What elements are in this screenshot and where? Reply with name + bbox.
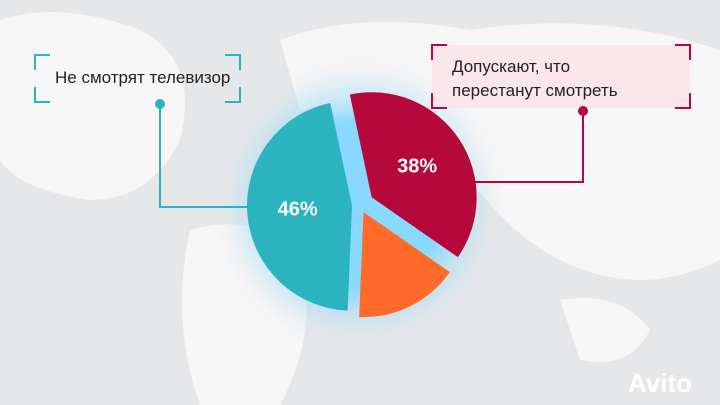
callout-right: Допускают, что перестанут смотреть — [452, 57, 618, 100]
pie-slice — [349, 92, 477, 258]
value-label: 46% — [278, 199, 318, 221]
right-leader — [468, 111, 584, 183]
watermark: Avito — [628, 368, 692, 398]
dot — [578, 106, 588, 116]
left-leader — [159, 104, 253, 208]
pie-slice — [247, 102, 353, 311]
callout-left: Не смотрят телевизор — [55, 68, 231, 87]
value-label: 38% — [397, 155, 437, 177]
right-box — [432, 45, 690, 108]
right-frame — [431, 44, 691, 109]
left-frame — [34, 54, 241, 103]
dot — [155, 99, 165, 109]
pie-slice — [359, 212, 450, 318]
